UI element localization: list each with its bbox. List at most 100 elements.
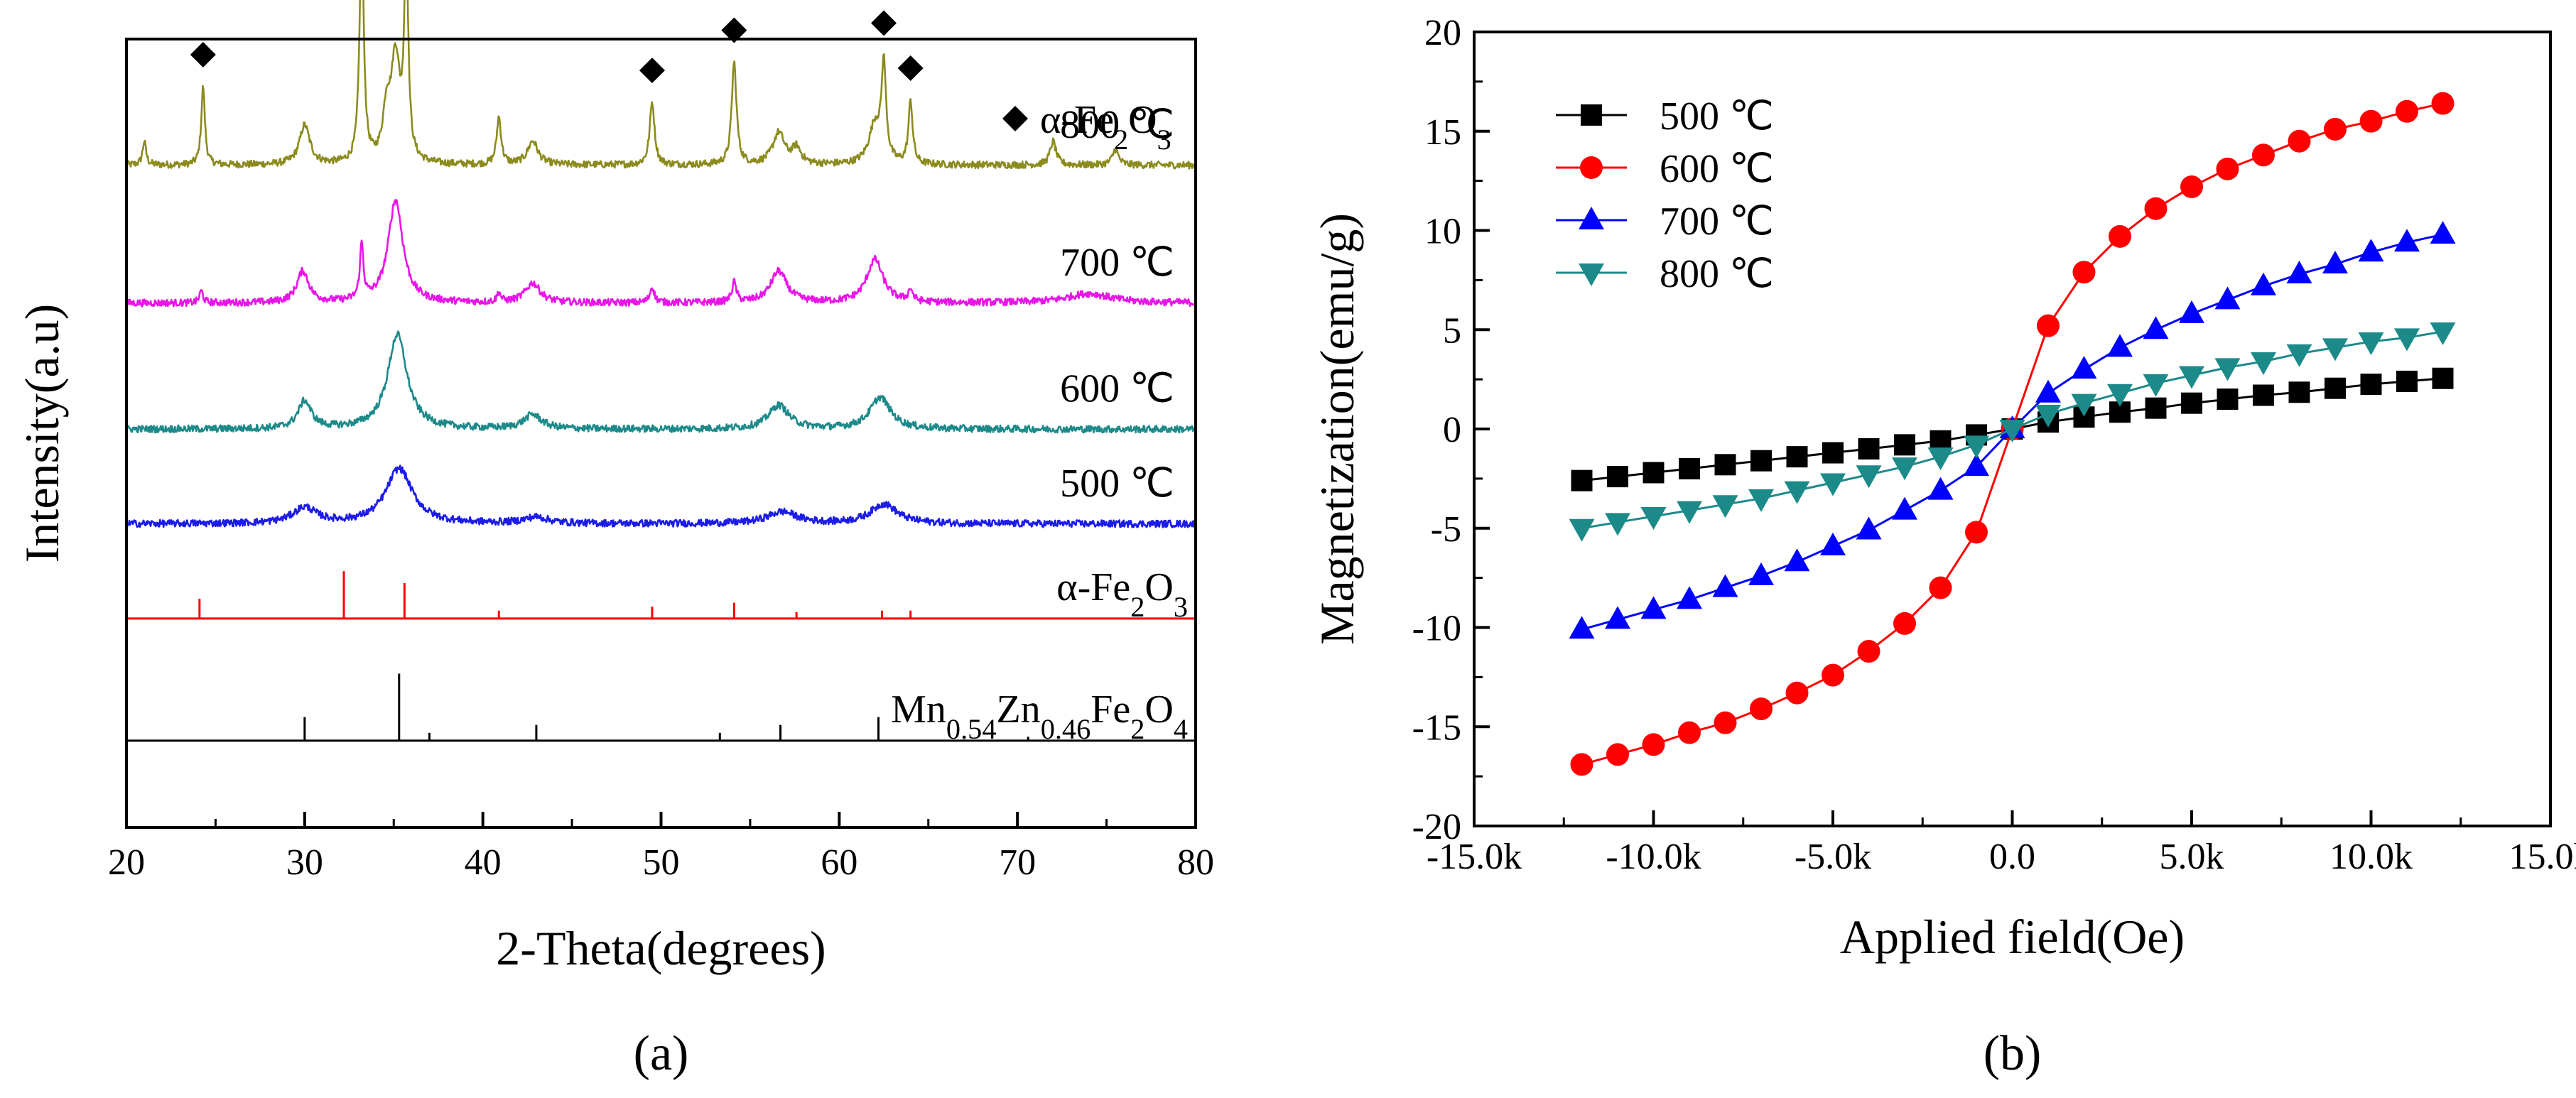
series-500-m-h-point bbox=[1786, 446, 1808, 468]
series-800-m-h-point bbox=[2107, 384, 2133, 407]
panel-a-series-group: 800 ℃ 700 ℃ 600 ℃ 500 ℃ bbox=[125, 0, 1197, 528]
series-800-m-h-point bbox=[1856, 465, 1882, 489]
series-800-m-h-point bbox=[1640, 506, 1667, 530]
series-700-m-h-point bbox=[2251, 272, 2276, 295]
series-600-m-h-point bbox=[2252, 143, 2275, 167]
series-600-m-h-point bbox=[2396, 99, 2418, 123]
series-500-m-h-point bbox=[1571, 469, 1593, 491]
panel-b-x-tick-label: -10.0k bbox=[1606, 837, 1701, 877]
panel-a-legend-label: α-Fe2O3 bbox=[1040, 98, 1171, 156]
series-500-m-h-point bbox=[2288, 381, 2310, 403]
series-600-m-h-point bbox=[1678, 721, 1701, 744]
panel-a-caption: (a) bbox=[634, 1026, 689, 1081]
series-800-m-h-point bbox=[2071, 393, 2097, 417]
panel-b-x-tick-label: 15.0k bbox=[2509, 837, 2576, 877]
legend-600-label: 600 ℃ bbox=[1660, 147, 1774, 191]
series-700-m-h-point bbox=[2286, 260, 2312, 283]
series-600-m-h-point bbox=[1857, 640, 1880, 663]
series-600-m-h-point bbox=[2359, 109, 2383, 133]
series-700-m-h-point bbox=[2394, 229, 2420, 252]
panel-b-y-tick-label: -15 bbox=[1412, 707, 1461, 748]
series-500-m-h-point bbox=[2145, 397, 2167, 419]
legend-600-marker bbox=[1580, 156, 1603, 179]
panel-b-x-tick-label: 10.0k bbox=[2329, 837, 2413, 877]
panel-b-caption: (b) bbox=[1984, 1026, 2042, 1081]
series-600-m-h-point bbox=[2324, 117, 2347, 141]
legend-700-label: 700 ℃ bbox=[1660, 200, 1774, 244]
series-700-m-h-point bbox=[2322, 251, 2348, 274]
series-700-m-h-point bbox=[2214, 286, 2241, 310]
panel-b-y-tick-label: 5 bbox=[1443, 310, 1461, 351]
peak-diamond-marker bbox=[190, 42, 216, 68]
series-700-m-h-point bbox=[1605, 606, 1630, 629]
panel-b-y-axis-label: Magnetization(emu/g) bbox=[1310, 213, 1364, 645]
series-500-m-h-point bbox=[1858, 437, 1880, 460]
panel-b-y-tick-label: -5 bbox=[1431, 509, 1461, 550]
panel-a-x-tick-label: 30 bbox=[286, 842, 323, 883]
series-600-m-h-point bbox=[1822, 663, 1844, 687]
panel-b-x-tick-label: -5.0k bbox=[1795, 837, 1871, 877]
series-600-m-h-point bbox=[1606, 743, 1629, 766]
series-800-m-h-point bbox=[1927, 447, 1954, 471]
series-800-m-h-point bbox=[1784, 481, 1810, 504]
reference-mn0-54zn0-46fe2o4-label: Mn0.54Zn0.46Fe2O4 bbox=[891, 687, 1188, 745]
series-800-label: 800 ℃ bbox=[1060, 103, 1174, 147]
series-800-m-h-point bbox=[2035, 405, 2061, 428]
series-800-m-h-point bbox=[2358, 332, 2384, 356]
peak-diamond-marker bbox=[639, 58, 665, 84]
panel-a-xrd-chart: 800 ℃ 700 ℃ 600 ℃ 500 ℃ α-Fe2O3 Mn0.54Zn0.46… bbox=[15, 0, 1214, 1081]
series-700-m-h-point bbox=[1569, 616, 1595, 639]
panel-a-y-axis-label: Intensity(a.u) bbox=[15, 304, 69, 562]
panel-a-x-tick-label: 60 bbox=[821, 842, 857, 883]
legend-700-marker bbox=[1579, 207, 1604, 229]
series-600-m-h-point bbox=[2288, 129, 2311, 153]
series-700-line bbox=[125, 199, 1197, 308]
panel-b-y-tick-label: -10 bbox=[1412, 609, 1461, 649]
series-500-m-h-point bbox=[1822, 442, 1844, 464]
series-600-m-h-point bbox=[2180, 175, 2203, 199]
panel-b-y-tick-label: 20 bbox=[1424, 13, 1461, 53]
series-800-m-h-point bbox=[1569, 518, 1595, 542]
series-500-m-h-point bbox=[2181, 392, 2202, 414]
series-600-m-h-point bbox=[2216, 157, 2239, 180]
panel-a-x-tick-label: 20 bbox=[108, 842, 145, 883]
panel-a-axes: 20 30 40 50 60 70 80 α-Fe2O3 bbox=[108, 38, 1214, 883]
series-600-m-h-point bbox=[2144, 197, 2168, 220]
series-800-m-h-point bbox=[1712, 495, 1738, 518]
panel-b-x-axis-label: Applied field(Oe) bbox=[1840, 910, 2185, 964]
peak-diamond-marker bbox=[897, 55, 924, 82]
legend-800-marker bbox=[1579, 263, 1604, 286]
series-600-m-h-point bbox=[1929, 576, 1952, 599]
series-700-m-h-point bbox=[1784, 548, 1810, 572]
series-800-m-h-point bbox=[1748, 489, 1774, 512]
series-600-m-h-point bbox=[1714, 711, 1737, 734]
series-800-m-h-point bbox=[2394, 328, 2420, 352]
series-500-m-h-point bbox=[1607, 466, 1628, 488]
series-800-m-h-point bbox=[2179, 366, 2204, 389]
series-700-m-h-point bbox=[1892, 496, 1917, 520]
series-700-m-h-point bbox=[2143, 316, 2169, 339]
series-500-m-h-point bbox=[2360, 374, 2382, 396]
series-800-m-h-point bbox=[1820, 473, 1846, 496]
series-800-m-h-point bbox=[2214, 358, 2241, 381]
series-600-m-h-point bbox=[2431, 92, 2455, 115]
reference-fe2o3-label: α-Fe2O3 bbox=[1056, 565, 1188, 623]
panel-b-legend: 500 ℃ 600 ℃ 700 ℃ 800 ℃ bbox=[1556, 94, 1774, 296]
series-700-m-h-point bbox=[1640, 596, 1667, 619]
series-700-m-h-point bbox=[2179, 300, 2204, 323]
series-600-m-h-point bbox=[1965, 521, 1988, 544]
series-700-m-h-point bbox=[1748, 562, 1774, 585]
series-800-m-h-point bbox=[1999, 420, 2025, 442]
series-600-m-h-point bbox=[2072, 261, 2096, 284]
panel-a-x-tick-label: 50 bbox=[643, 842, 680, 883]
series-700-m-h-point bbox=[2107, 334, 2133, 357]
series-600-label: 600 ℃ bbox=[1060, 367, 1174, 411]
panel-b-y-tick-label: 0 bbox=[1443, 410, 1461, 450]
panel-a-x-tick-label: 70 bbox=[999, 842, 1036, 883]
series-500-m-h-point bbox=[2432, 367, 2454, 389]
panel-b-y-tick-label: -20 bbox=[1412, 807, 1461, 847]
panel-b-x-tick-label: 5.0k bbox=[2160, 837, 2224, 877]
panel-a-x-tick-label: 40 bbox=[465, 842, 502, 883]
series-500-m-h-point bbox=[1643, 462, 1665, 484]
panel-a-reference-group: α-Fe2O3 Mn0.54Zn0.46Fe2O4 bbox=[126, 565, 1196, 745]
